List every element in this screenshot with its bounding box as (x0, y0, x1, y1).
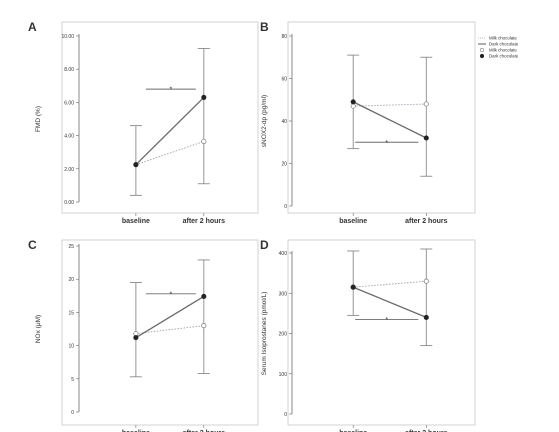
significance-marker: * (169, 87, 172, 94)
panel-frame (287, 21, 476, 214)
dark-chocolate-line (352, 286, 427, 319)
legend-entry-label: Dark chocolate (489, 42, 519, 47)
y-tick-label: 200 (279, 332, 288, 338)
y-tick-label: 4.00 (64, 134, 74, 140)
panel-label: B (260, 20, 269, 34)
dark-chocolate-point (350, 284, 356, 290)
y-tick-label: 10 (68, 344, 74, 350)
y-axis-title: Serum Isoprostanes (pmol/L) (261, 292, 268, 376)
y-tick-label: 60 (281, 77, 287, 83)
legend-entry-label: Dark chocolate (489, 54, 519, 59)
significance-marker: * (385, 140, 388, 147)
y-tick-label: 0 (284, 204, 287, 210)
y-tick-label: 15 (68, 310, 74, 316)
milk-chocolate-point (201, 323, 207, 329)
dark-chocolate-line (135, 295, 205, 339)
x-tick-label: baseline (339, 218, 367, 225)
y-tick-label: 25 (68, 244, 74, 250)
x-tick-label: baseline (339, 430, 367, 432)
y-tick-label: 8.00 (64, 67, 74, 73)
dark-chocolate-point (350, 99, 356, 105)
panel-frame (61, 21, 259, 214)
x-tick-label: baseline (122, 218, 150, 225)
y-tick-label: 300 (279, 291, 288, 297)
panel-frame (287, 239, 476, 426)
y-tick-label: 40 (281, 119, 287, 125)
milk-chocolate-point (201, 138, 207, 144)
panel-label: C (28, 238, 37, 252)
chart-panel-a: A 0.00 2.00 4.00 6.00 8.00 10.00 FMD (%) baselin… (28, 20, 259, 225)
legend-dark-marker-swatch (479, 53, 485, 59)
y-tick-label: 0 (284, 412, 287, 418)
x-tick-label: after 2 hours (183, 218, 226, 225)
x-tick-label: after 2 hours (405, 430, 448, 432)
significance-marker: * (169, 291, 172, 298)
y-tick-label: 20 (68, 277, 74, 283)
milk-chocolate-point (350, 103, 356, 109)
x-tick-label: after 2 hours (183, 430, 226, 432)
dark-chocolate-point (423, 314, 429, 320)
y-tick-label: 20 (281, 162, 287, 168)
y-tick-label: 5 (71, 377, 74, 383)
milk-chocolate-point (423, 278, 429, 284)
y-tick-label: 6.00 (64, 100, 74, 106)
y-axis-title: FMD (%) (35, 106, 42, 132)
dark-chocolate-point (201, 293, 207, 300)
y-tick-label: 0.00 (64, 200, 74, 206)
y-tick-label: 10.00 (61, 34, 74, 40)
milk-chocolate-line (353, 103, 427, 107)
y-tick-label: 80 (281, 34, 287, 40)
x-tick-label: after 2 hours (405, 218, 448, 225)
chart-panel-b: B 0 20 40 60 80 sNOX2-dp (pg/ml) baseline after … (260, 20, 476, 225)
chart-panel-d: D 0 100 200 300 400 Serum Isoprostanes (pmol/L… (260, 238, 476, 432)
chart-panel-c: C 0 5 10 15 20 25 NOx (μM) baseline after 2 hours… (28, 238, 259, 432)
x-tick-label: baseline (122, 430, 150, 432)
milk-chocolate-point (423, 101, 429, 107)
y-tick-label: 0 (71, 410, 74, 416)
panel-frame (61, 239, 259, 426)
milk-chocolate-line (135, 140, 204, 166)
dark-chocolate-line (135, 96, 205, 166)
dark-chocolate-point (423, 135, 429, 141)
legend-milk-marker-swatch (479, 47, 485, 53)
legend-entry-label: Milk chocolate (489, 36, 517, 41)
y-axis-title: sNOX2-dp (pg/ml) (261, 95, 268, 147)
y-tick-label: 400 (279, 251, 288, 257)
dark-chocolate-point (133, 335, 139, 341)
milk-chocolate-line (135, 325, 204, 335)
dark-chocolate-point (133, 162, 139, 168)
legend-entry-label: Milk chocolate (489, 48, 517, 53)
y-tick-label: 2.00 (64, 167, 74, 173)
significance-marker: * (385, 317, 388, 324)
milk-chocolate-line (353, 280, 427, 288)
dark-chocolate-line (352, 101, 427, 139)
panel-label: D (260, 238, 269, 252)
y-axis-title: NOx (μM) (35, 315, 42, 343)
dark-chocolate-point (201, 94, 207, 100)
y-tick-label: 100 (279, 372, 288, 378)
panel-label: A (28, 20, 37, 34)
